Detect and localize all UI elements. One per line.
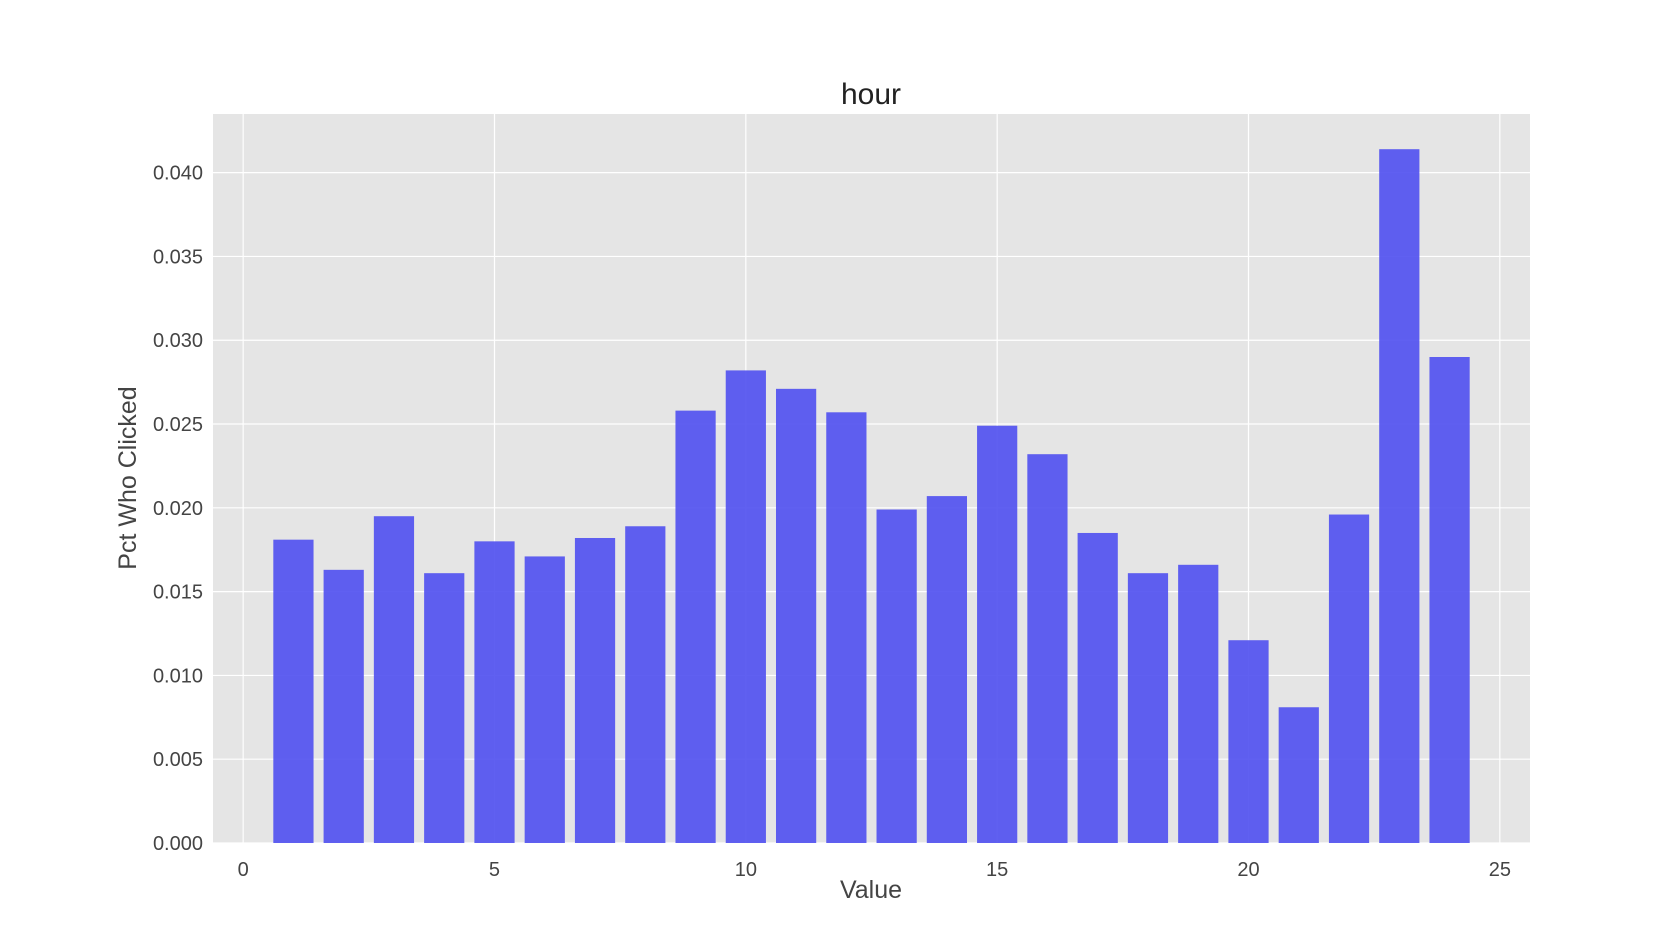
bar-6	[524, 556, 565, 843]
x-tick-label: 15	[986, 859, 1008, 881]
bar-18	[1127, 573, 1169, 843]
bar-12	[826, 412, 867, 843]
y-tick-label: 0.025	[153, 414, 203, 436]
bars	[273, 149, 1470, 843]
bar-5	[474, 541, 515, 843]
bar-4	[424, 573, 465, 843]
bar-14	[926, 496, 968, 843]
bar-17	[1077, 532, 1118, 843]
bar-20	[1228, 640, 1269, 843]
x-tick-label: 20	[1237, 859, 1259, 881]
y-tick-label: 0.005	[153, 749, 203, 771]
bar-16	[1027, 454, 1068, 843]
y-axis-label: Pct Who Clicked	[114, 386, 142, 569]
x-tick-label: 10	[735, 859, 757, 881]
bar-7	[574, 537, 616, 843]
y-tick-label: 0.010	[153, 665, 203, 687]
bar-19	[1178, 564, 1219, 843]
bar-8	[625, 526, 666, 843]
bar-13	[876, 509, 917, 843]
y-tick-label: 0.030	[153, 330, 203, 352]
bar-22	[1328, 514, 1370, 843]
y-tick-label: 0.035	[153, 246, 203, 268]
y-tick-labels: 0.000 0.005 0.010 0.015 0.020 0.025 0.030 0.035…	[153, 163, 203, 855]
x-tick-label: 5	[489, 859, 500, 881]
bar-15	[977, 425, 1018, 843]
bar-1	[273, 539, 314, 843]
x-tick-labels: 0 5 10 15 20 25	[238, 859, 1511, 881]
bar-24	[1429, 357, 1470, 843]
bar-2	[323, 569, 364, 843]
y-tick-label: 0.000	[153, 833, 203, 855]
chart-title: hour	[841, 78, 901, 111]
bar-9	[675, 410, 716, 843]
y-tick-label: 0.040	[153, 163, 203, 185]
x-tick-label: 25	[1489, 859, 1511, 881]
y-tick-label: 0.020	[153, 498, 203, 520]
x-axis-label: Value	[840, 876, 902, 904]
bar-11	[775, 388, 817, 843]
bar-3	[373, 516, 415, 843]
x-tick-label: 0	[238, 859, 249, 881]
bar-21	[1278, 707, 1319, 843]
y-tick-label: 0.015	[153, 582, 203, 604]
bar-10	[725, 370, 766, 843]
bar-23	[1379, 149, 1420, 843]
